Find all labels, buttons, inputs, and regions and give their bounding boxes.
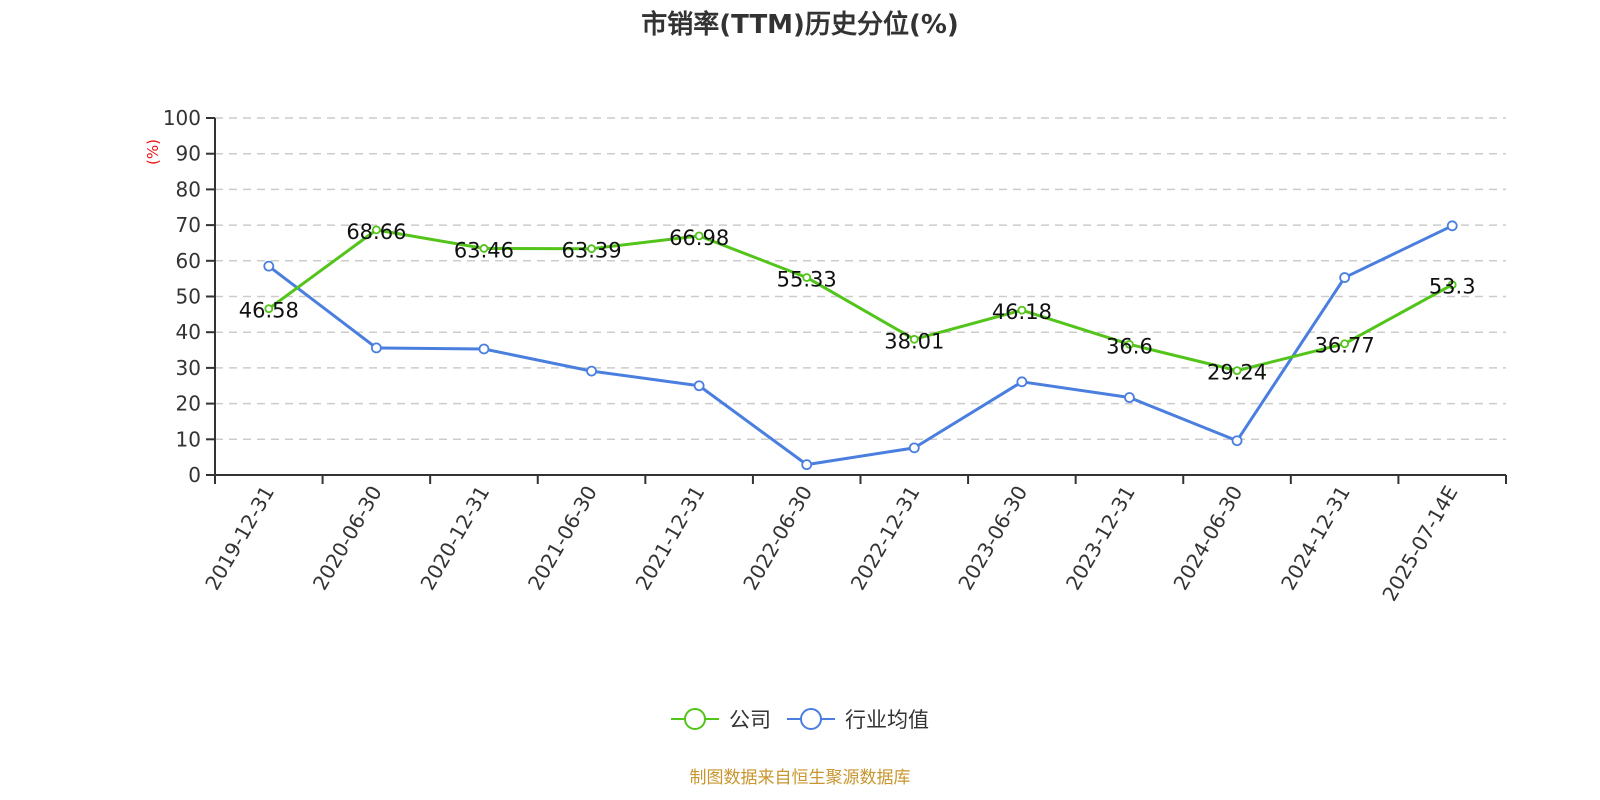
y-axis: 0 10 20 30 40 50 60 70 80 90 100(%): [144, 106, 216, 487]
legend-item-industry-average[interactable]: 行业均值: [787, 704, 929, 734]
legend: 公司 行业均值: [0, 704, 1600, 734]
data-label: 29.24: [1207, 361, 1267, 385]
data-point[interactable]: [1340, 339, 1350, 349]
x-tick-label: 2020-12-31: [415, 482, 494, 595]
legend-label: 公司: [729, 708, 771, 732]
y-tick-label: 10: [176, 427, 201, 451]
x-tick-label: 2021-12-31: [631, 482, 710, 595]
data-point[interactable]: [370, 342, 382, 354]
x-tick-label: 2019-12-31: [200, 482, 279, 595]
x-tick-label: 2020-06-30: [308, 482, 387, 595]
data-point[interactable]: [479, 244, 489, 253]
x-tick-label: 2022-12-31: [846, 482, 925, 595]
x-tick-label: 2022-06-30: [738, 482, 817, 595]
x-tick-label: 2023-12-31: [1061, 482, 1140, 595]
data-point[interactable]: [1339, 272, 1351, 283]
chart-title: 市销率(TTM)历史分位(%): [641, 10, 959, 40]
data-label: 46.58: [239, 299, 299, 323]
data-point[interactable]: [478, 343, 490, 355]
y-tick-label: 30: [176, 356, 201, 380]
legend-label: 行业均值: [845, 708, 929, 732]
legend-item-company[interactable]: 公司: [671, 704, 771, 734]
data-label: 66.98: [669, 226, 729, 250]
series-line: [267, 224, 1453, 467]
data-point[interactable]: [264, 304, 274, 314]
data-point[interactable]: [1446, 220, 1458, 232]
gridlines: [215, 117, 1506, 441]
data-point[interactable]: [693, 380, 705, 392]
x-tick-label: 2024-06-30: [1168, 482, 1247, 595]
data-point[interactable]: [1125, 339, 1134, 349]
y-tick-label: 60: [176, 249, 201, 273]
data-label: 63.39: [561, 239, 621, 263]
data-label: 63.46: [454, 238, 514, 262]
y-tick-label: 40: [176, 320, 201, 344]
data-label: 53.3: [1429, 275, 1476, 299]
data-point[interactable]: [1017, 305, 1027, 315]
data-point[interactable]: [908, 442, 920, 454]
data-point[interactable]: [1016, 376, 1028, 388]
data-labels: 46.58 68.66 63.46 63.39 66.98 55.33 38.01 46.18…: [239, 220, 1476, 385]
data-label: 68.66: [346, 220, 406, 244]
y-tick-label: 0: [188, 463, 201, 487]
data-point[interactable]: [1231, 435, 1243, 447]
x-tick-label: 2023-06-30: [953, 482, 1032, 595]
data-point[interactable]: [1447, 280, 1457, 290]
y-tick-label: 20: [176, 392, 201, 416]
legend-line-circle-icon: [787, 708, 835, 730]
y-tick-label: 50: [176, 285, 201, 309]
data-label: 38.01: [884, 329, 944, 353]
data-label: 36.77: [1315, 334, 1375, 358]
data-point[interactable]: [587, 244, 596, 254]
data-point[interactable]: [1124, 392, 1135, 403]
data-label: 46.18: [992, 300, 1052, 324]
data-point[interactable]: [802, 273, 812, 282]
y-tick-label: 90: [176, 142, 201, 166]
data-point[interactable]: [371, 225, 381, 235]
data-point[interactable]: [801, 459, 813, 471]
x-tick-label: 2025-07-14E: [1377, 482, 1462, 606]
data-source-note: 制图数据来自恒生聚源数据库: [689, 768, 911, 788]
data-label: 55.33: [777, 267, 837, 291]
y-axis-unit-label: (%): [144, 139, 162, 165]
x-axis: 2019-12-31 2020-06-30 2020-12-31 2021-06-30…: [200, 474, 1507, 606]
data-point[interactable]: [909, 334, 919, 344]
data-label: 36.6: [1106, 334, 1153, 358]
data-point[interactable]: [694, 231, 704, 241]
series-layer: [263, 220, 1458, 471]
data-point[interactable]: [263, 260, 275, 272]
y-tick-label: 70: [176, 213, 201, 237]
series-line: [267, 228, 1453, 373]
data-point[interactable]: [1232, 366, 1242, 376]
data-point[interactable]: [586, 365, 597, 377]
y-tick-label: 100: [163, 106, 201, 130]
y-tick-label: 80: [176, 177, 201, 201]
legend-line-circle-icon: [671, 708, 719, 730]
x-tick-label: 2024-12-31: [1276, 482, 1355, 595]
x-tick-label: 2021-06-30: [523, 482, 602, 595]
